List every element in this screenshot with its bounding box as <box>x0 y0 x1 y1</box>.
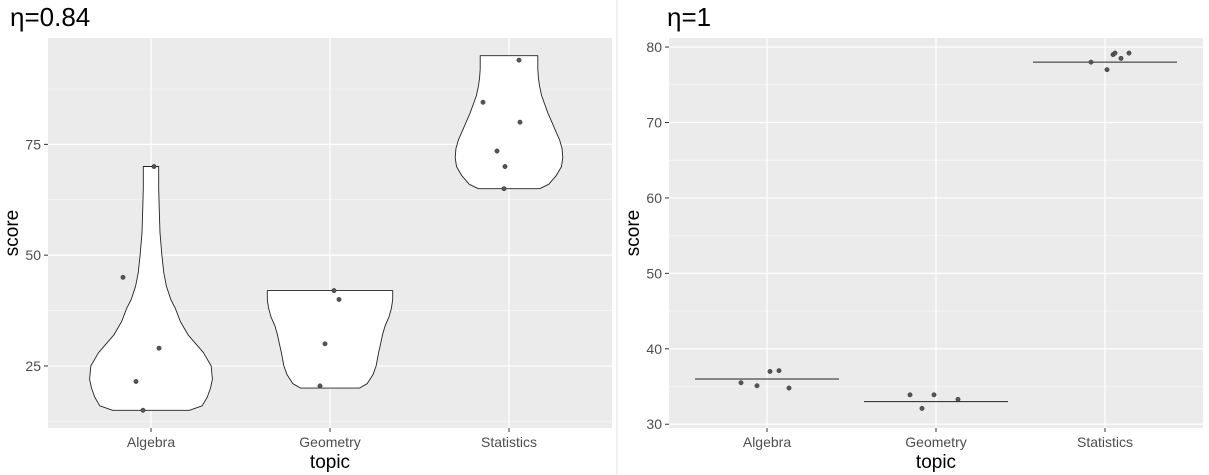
data-point <box>1112 50 1118 56</box>
y-axis-title: score <box>623 210 644 256</box>
data-point <box>738 380 744 386</box>
data-point <box>331 288 337 294</box>
violin-geometry <box>266 290 394 389</box>
panel-1-title: η=0.84 <box>10 2 91 32</box>
panel-1: 25 50 75 Algebra Geometry Statistics topic scor… <box>2 38 612 473</box>
y-tick-label: 50 <box>25 247 41 263</box>
x-axis-title: topic <box>310 452 350 473</box>
data-point <box>955 396 961 402</box>
panel-2: 30 40 50 60 70 80 Algebra Geometry Statistics top… <box>623 38 1203 473</box>
data-point <box>140 407 146 413</box>
data-point <box>502 164 508 169</box>
x-tick-label-algebra: Algebra <box>743 434 791 450</box>
y-axis-title: score <box>2 210 23 256</box>
y-tick-label: 50 <box>646 265 662 281</box>
x-tick-label-geometry: Geometry <box>905 434 966 450</box>
data-point <box>501 186 507 192</box>
data-point <box>120 274 126 280</box>
data-point <box>336 297 342 302</box>
x-tick-label-geometry: Geometry <box>299 434 360 450</box>
y-tick-label: 40 <box>646 341 662 357</box>
y-tick-label: 80 <box>646 39 662 55</box>
data-point <box>133 379 139 384</box>
data-point <box>480 99 486 105</box>
data-point <box>786 385 792 391</box>
data-point <box>517 119 523 125</box>
data-point <box>317 383 323 389</box>
x-tick-label-algebra: Algebra <box>127 434 175 450</box>
data-point <box>516 57 522 63</box>
data-point <box>919 405 925 411</box>
panel-2-title: η=1 <box>667 2 712 32</box>
violin-statistics <box>454 55 564 190</box>
data-point <box>494 148 500 154</box>
data-point <box>907 392 913 398</box>
violin-algebra <box>89 166 213 411</box>
data-point <box>1118 55 1124 61</box>
x-tick-label-statistics: Statistics <box>1077 434 1133 450</box>
data-point <box>754 383 760 389</box>
data-point <box>1126 50 1132 56</box>
y-tick-label: 25 <box>25 358 41 374</box>
x-axis-title: topic <box>916 452 956 473</box>
data-point <box>767 368 773 374</box>
x-tick-label-statistics: Statistics <box>481 434 537 450</box>
y-tick-label: 60 <box>646 190 662 206</box>
y-tick-label: 70 <box>646 114 662 130</box>
data-point <box>1104 67 1110 73</box>
y-tick-label: 30 <box>646 416 662 432</box>
data-point <box>322 341 328 347</box>
data-point <box>776 368 782 374</box>
data-point <box>931 392 937 398</box>
data-point <box>1088 59 1094 65</box>
data-point <box>156 345 162 351</box>
data-point <box>151 164 157 169</box>
y-tick-label: 75 <box>25 136 41 152</box>
